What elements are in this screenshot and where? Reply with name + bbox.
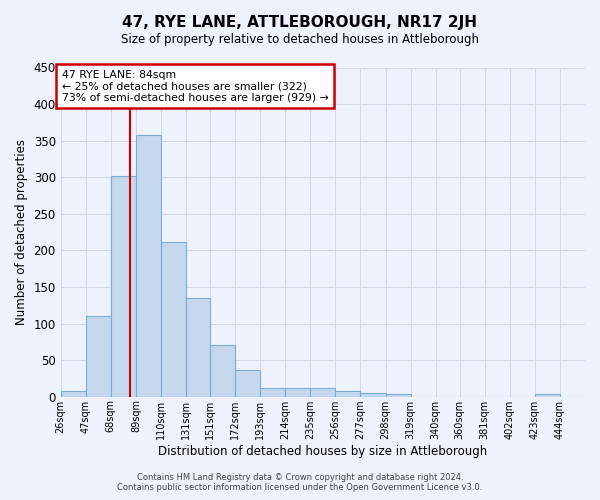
Text: 47 RYE LANE: 84sqm
← 25% of detached houses are smaller (322)
73% of semi-detach: 47 RYE LANE: 84sqm ← 25% of detached hou… [62, 70, 329, 103]
Bar [386, 394, 410, 396]
Bar [260, 388, 285, 396]
Bar [186, 298, 210, 396]
Bar [285, 388, 310, 396]
Bar [235, 370, 260, 396]
Bar [535, 394, 560, 396]
Bar [61, 391, 86, 396]
Bar [310, 388, 335, 396]
Bar [136, 135, 161, 396]
Bar [361, 393, 386, 396]
Bar [111, 176, 136, 396]
Text: 47, RYE LANE, ATTLEBOROUGH, NR17 2JH: 47, RYE LANE, ATTLEBOROUGH, NR17 2JH [122, 15, 478, 30]
Text: Size of property relative to detached houses in Attleborough: Size of property relative to detached ho… [121, 32, 479, 46]
Bar [210, 346, 235, 397]
Y-axis label: Number of detached properties: Number of detached properties [15, 139, 28, 325]
Text: Contains HM Land Registry data © Crown copyright and database right 2024.
Contai: Contains HM Land Registry data © Crown c… [118, 473, 482, 492]
Bar [335, 391, 361, 396]
Bar [161, 242, 186, 396]
X-axis label: Distribution of detached houses by size in Attleborough: Distribution of detached houses by size … [158, 444, 487, 458]
Bar [86, 316, 111, 396]
